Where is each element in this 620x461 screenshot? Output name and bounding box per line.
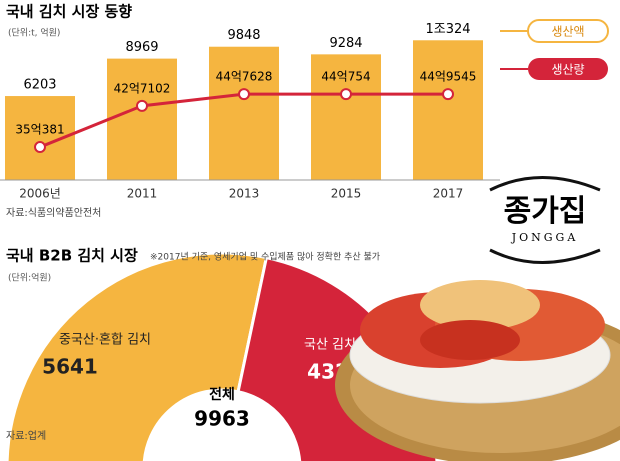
- line-value-label: 44억7628: [216, 70, 273, 84]
- total-label: 전체: [209, 386, 235, 403]
- brand-logo: 종가집 JONGGA: [489, 176, 601, 264]
- line-marker: [238, 88, 250, 101]
- x-tick-label: 2015: [331, 187, 362, 201]
- bar: [413, 40, 483, 181]
- brand-name: 종가집: [504, 194, 587, 229]
- line-marker: [136, 99, 148, 112]
- total-value: 9963: [194, 407, 250, 431]
- unit: (단위:t, 억원): [8, 27, 60, 39]
- bar-value-label: 1조324: [425, 22, 470, 37]
- x-tick-label: 2011: [127, 187, 158, 201]
- line-marker: [340, 88, 352, 101]
- unit: (단위:억원): [8, 272, 51, 284]
- source: 자료:식품의약품안전처: [6, 207, 101, 219]
- x-tick-label: 2017: [433, 187, 464, 201]
- kimchi-illustration: [335, 280, 620, 461]
- bar: [311, 54, 381, 180]
- brand-latin: JONGGA: [511, 231, 579, 244]
- bar-value-label: 9848: [227, 28, 260, 43]
- legend-swatch: [528, 58, 608, 80]
- slice-label: 국산 김치: [304, 338, 356, 353]
- line-marker: [34, 141, 46, 154]
- x-tick-label: 2006년: [19, 187, 61, 201]
- line-value-label: 35억381: [15, 123, 64, 137]
- note: ※2017년 기준, 영세기업 및 수입제품 많아 정확한 추산 불가: [150, 251, 380, 263]
- bar-value-label: 8969: [125, 40, 158, 55]
- legend-label: 생산량: [551, 63, 584, 77]
- line-value-label: 44억9545: [420, 70, 477, 84]
- line-value-label: 44억754: [321, 70, 370, 84]
- x-tick-label: 2013: [229, 187, 260, 201]
- slice-label: 중국산·혼합 김치: [59, 333, 151, 348]
- bar: [107, 58, 177, 180]
- pie-slice: [5, 251, 269, 461]
- line-value-label: 42억7102: [114, 81, 171, 95]
- bar: [209, 46, 279, 180]
- legend-label: 생산액: [551, 25, 584, 39]
- bar-value-label: 6203: [23, 78, 56, 93]
- bar-value-label: 9284: [329, 36, 362, 51]
- line-marker: [442, 88, 454, 101]
- chart-title: 국내 B2B 김치 시장: [6, 247, 138, 265]
- chart-title: 국내 김치 시장 동향: [6, 3, 132, 21]
- slice-value: 5641: [42, 355, 98, 379]
- source: 자료:업계: [6, 429, 46, 442]
